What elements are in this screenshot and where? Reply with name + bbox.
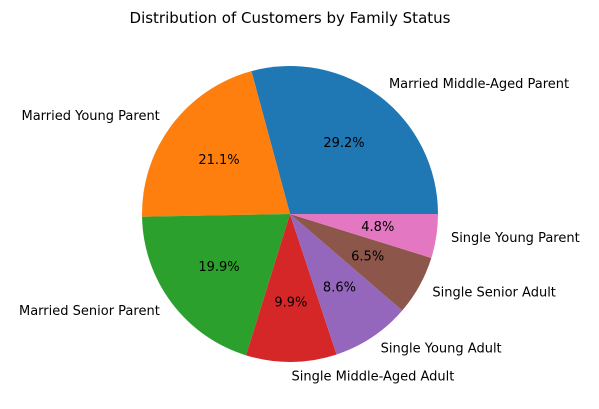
slice-label-married-senior-parent: Married Senior Parent [19,304,160,319]
slice-labels: Married Middle-Aged Parent Married Young … [19,77,580,384]
percentage-labels: 29.2% 21.1% 19.9% 9.9% 8.6% 6.5% 4.8% [198,136,394,310]
pie-slice-single-middle-aged-adult [246,214,337,362]
slice-label-single-young-parent: Single Young Parent [451,231,580,246]
pct-label-single-senior-adult: 6.5% [351,250,384,265]
pct-label-married-middle-aged-parent: 29.2% [323,136,364,151]
slice-label-single-young-adult: Single Young Adult [381,342,502,357]
pct-label-single-middle-aged-adult: 9.9% [274,295,307,310]
pie-slice-single-young-parent [290,214,438,258]
chart-title: Distribution of Customers by Family Stat… [130,9,451,27]
slice-label-married-middle-aged-parent: Married Middle-Aged Parent [389,77,569,92]
pie-slice-single-senior-adult [290,214,432,311]
pct-label-single-young-adult: 8.6% [323,280,356,295]
pie-slice-single-young-adult [290,214,403,355]
pie-slice-married-young-parent [141,71,290,217]
slice-label-single-middle-aged-adult: Single Middle-Aged Adult [292,369,455,384]
pct-label-single-young-parent: 4.8% [361,220,394,235]
pie-slice-married-senior-parent [142,214,290,356]
slice-label-married-young-parent: Married Young Parent [22,109,160,124]
pie-slice-married-middle-aged-parent [251,66,438,214]
pct-label-married-young-parent: 21.1% [198,153,239,168]
pct-label-married-senior-parent: 19.9% [198,260,239,275]
pie-slices [141,66,438,362]
slice-label-single-senior-adult: Single Senior Adult [432,285,556,300]
